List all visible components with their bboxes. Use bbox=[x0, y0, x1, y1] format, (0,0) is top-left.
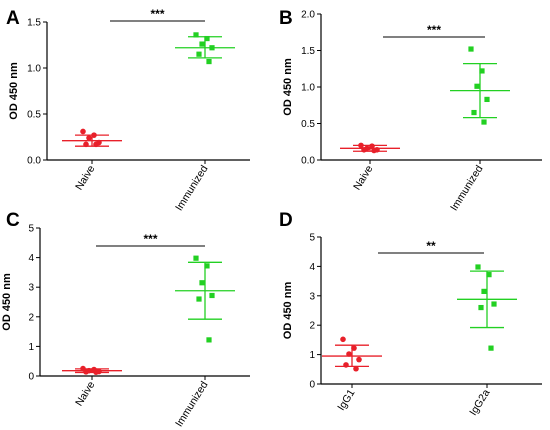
data-point bbox=[93, 141, 99, 148]
group-naive bbox=[62, 128, 122, 148]
panel-d: D OD 450 nm 0 1 2 3 4 5 IgG1 IgG2a ** bbox=[279, 210, 542, 418]
data-point bbox=[199, 280, 205, 286]
panel-letter: B bbox=[279, 8, 293, 29]
panel-letter: C bbox=[6, 210, 20, 231]
data-point bbox=[358, 142, 364, 149]
data-point bbox=[361, 146, 367, 153]
data-point bbox=[80, 128, 86, 135]
data-point bbox=[343, 362, 349, 368]
y-tick-label: 1.5 bbox=[27, 18, 41, 29]
y-axis-label: OD 450 nm bbox=[282, 58, 294, 116]
panel-letter: D bbox=[279, 210, 293, 231]
data-point bbox=[199, 41, 205, 47]
significance-label: ** bbox=[426, 239, 436, 253]
significance-label: *** bbox=[427, 23, 441, 37]
group-immunized bbox=[175, 255, 235, 343]
data-point bbox=[204, 35, 210, 42]
group-igg1 bbox=[322, 336, 382, 372]
significance-label: *** bbox=[150, 7, 164, 21]
y-tick-label: 3 bbox=[309, 291, 315, 302]
panel-b: B OD 450 nm 0.0 0.5 1.0 1.5 2.0 Naive Immunized *… bbox=[279, 8, 542, 213]
y-tick-label: 0 bbox=[309, 380, 315, 391]
panel-c: C OD 450 nm 0 1 2 3 4 5 Naive Immunized *** bbox=[1, 210, 250, 429]
y-axis-label: OD 450 nm bbox=[282, 282, 294, 340]
y-tick-label: 1.0 bbox=[27, 64, 41, 75]
y-tick-label: 5 bbox=[28, 224, 34, 235]
data-point bbox=[481, 119, 487, 125]
data-point bbox=[488, 345, 494, 351]
x-category-label: IgG2a bbox=[467, 387, 492, 418]
data-point bbox=[86, 135, 92, 141]
x-category-label: IgG1 bbox=[335, 387, 357, 413]
data-point bbox=[340, 336, 346, 343]
data-point bbox=[471, 109, 477, 116]
x-category-label: Immunized bbox=[173, 379, 210, 429]
y-tick-label: 1 bbox=[28, 342, 34, 353]
significance-label: *** bbox=[143, 232, 157, 246]
data-point bbox=[209, 45, 215, 51]
data-point bbox=[479, 68, 485, 74]
y-tick-label: 3 bbox=[28, 283, 34, 294]
data-point bbox=[204, 263, 210, 269]
data-point bbox=[468, 46, 474, 52]
data-point bbox=[91, 132, 97, 138]
data-point bbox=[206, 337, 212, 343]
y-tick-label: 4 bbox=[28, 253, 34, 264]
data-point bbox=[369, 143, 375, 149]
data-point bbox=[484, 96, 490, 103]
data-point bbox=[206, 58, 212, 65]
y-tick-label: 1 bbox=[309, 350, 315, 361]
data-point bbox=[481, 288, 487, 294]
data-point bbox=[353, 365, 359, 372]
y-tick-label: 1.0 bbox=[301, 83, 315, 94]
y-tick-label: 2 bbox=[309, 321, 315, 332]
data-point bbox=[83, 141, 89, 148]
y-tick-label: 2 bbox=[28, 312, 34, 323]
x-category-label: Immunized bbox=[173, 163, 210, 213]
group-immunized bbox=[450, 46, 510, 125]
data-point bbox=[475, 264, 481, 270]
x-category-label: Naive bbox=[351, 163, 375, 192]
data-point bbox=[196, 51, 202, 57]
data-point bbox=[478, 304, 484, 311]
y-axis-label: OD 450 nm bbox=[8, 62, 20, 120]
y-tick-label: 0 bbox=[28, 372, 34, 383]
x-category-label: Naive bbox=[73, 379, 97, 408]
data-point bbox=[83, 369, 89, 375]
data-point bbox=[93, 369, 99, 375]
y-tick-label: 0.5 bbox=[27, 110, 41, 121]
y-tick-label: 4 bbox=[309, 262, 315, 273]
panel-a: A OD 450 nm 0.0 0.5 1.0 1.5 Naive Immunized *** bbox=[6, 7, 250, 213]
data-point bbox=[474, 83, 480, 89]
group-igg2a bbox=[457, 264, 517, 351]
x-category-label: Naive bbox=[73, 163, 97, 192]
data-point bbox=[491, 301, 497, 307]
group-naive bbox=[340, 142, 400, 154]
data-point bbox=[209, 292, 215, 299]
data-point bbox=[346, 351, 352, 357]
y-tick-label: 0.5 bbox=[301, 119, 315, 130]
group-immunized bbox=[175, 32, 235, 65]
y-tick-label: 2.0 bbox=[301, 10, 315, 21]
data-point bbox=[193, 255, 199, 261]
data-point bbox=[351, 345, 357, 351]
group-naive bbox=[62, 365, 122, 375]
y-tick-label: 0.0 bbox=[301, 156, 315, 167]
data-point bbox=[486, 272, 492, 278]
panel-letter: A bbox=[6, 8, 20, 29]
y-axis-label: OD 450 nm bbox=[1, 273, 13, 331]
data-point bbox=[193, 32, 199, 38]
x-category-label: Immunized bbox=[448, 163, 485, 213]
data-point bbox=[196, 296, 202, 302]
data-point bbox=[371, 147, 377, 154]
y-tick-label: 5 bbox=[309, 233, 315, 244]
data-point bbox=[356, 356, 362, 363]
y-tick-label: 1.5 bbox=[301, 46, 315, 57]
y-tick-label: 0.0 bbox=[27, 156, 41, 167]
